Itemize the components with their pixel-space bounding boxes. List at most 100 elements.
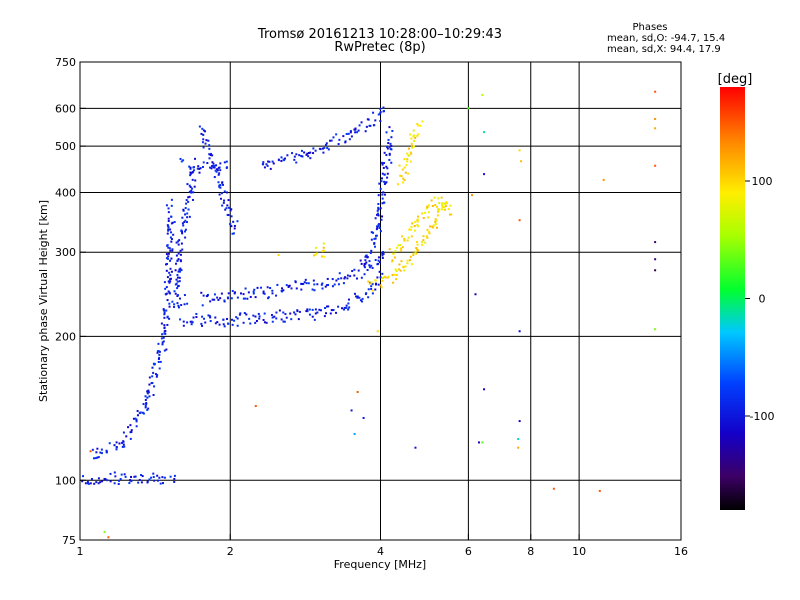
trace-point [86,480,89,483]
trace-point [427,204,430,207]
trace-point [196,167,199,170]
trace-point [377,262,380,265]
trace-point [156,479,159,482]
trace-point [361,300,364,303]
trace-point [134,417,137,420]
chart-title: Tromsø 20161213 10:28:00–10:29:43 [257,27,503,42]
trace-point [215,164,218,167]
trace-point [373,242,376,245]
trace-point [226,296,229,299]
trace-point [338,272,341,275]
isolated-point [517,446,520,449]
trace-point [208,144,211,147]
trace-point [303,151,306,154]
trace-point [252,290,255,293]
trace-point [221,183,224,186]
isolated-point [517,437,520,440]
trace-point [383,201,386,204]
trace-point [388,126,391,129]
trace-point [183,221,186,224]
trace-point [378,261,381,264]
trace-point [171,248,174,251]
trace-point [187,208,190,211]
trace-point [246,297,249,300]
trace-point [408,259,411,262]
trace-point [281,290,284,293]
trace-point [156,351,159,354]
trace-point [345,304,348,307]
trace-point [81,480,84,483]
trace-point [157,350,160,353]
trace-point [163,316,166,319]
trace-point [404,265,407,268]
trace-point [217,181,220,184]
x-tick-label: 4 [377,545,384,558]
trace-point [399,269,402,272]
x-tick-label: 10 [572,545,586,558]
colorbar-tick-label: 0 [759,293,766,306]
trace-point [344,141,347,144]
trace-point [214,169,217,172]
trace-point [337,277,340,280]
trace-point [308,313,311,316]
trace-point [140,481,143,484]
y-tick-label: 600 [55,102,76,115]
trace-point [390,144,393,147]
trace-point [97,477,100,480]
trace-point [255,319,258,322]
trace-point [163,476,166,479]
trace-point [381,215,384,218]
trace-point [374,217,377,220]
trace-point [227,322,230,325]
trace-point [114,475,117,478]
trace-point [215,170,218,173]
trace-point [306,310,309,313]
trace-point [211,298,214,301]
trace-point [321,287,324,290]
trace-point [320,283,323,286]
trace-point [393,256,396,259]
isolated-point [376,330,379,333]
trace-point [406,239,409,242]
trace-point [387,142,390,145]
trace-point [392,281,395,284]
trace-point [421,243,424,246]
trace-point [356,295,359,298]
trace-point [377,283,380,286]
trace-point [432,224,435,227]
trace-point [166,224,169,227]
trace-point [349,131,352,134]
trace-point [201,324,204,327]
trace-point [232,232,235,235]
trace-point [219,169,222,172]
trace-point [327,284,330,287]
trace-point [295,161,298,164]
trace-point [227,199,230,202]
trace-point [379,187,382,190]
trace-point [130,429,133,432]
trace-point [201,315,204,318]
trace-point [383,180,386,183]
trace-point [168,247,171,250]
isolated-point [654,241,657,244]
trace-point [298,154,301,157]
trace-point [381,277,384,280]
trace-point [207,314,210,317]
trace-point [377,214,380,217]
trace-point [337,305,340,308]
trace-point [413,145,416,148]
y-tick-label: 400 [55,186,76,199]
trace-point [273,315,276,318]
trace-point [381,272,384,275]
trace-point [165,253,168,256]
trace-point [170,198,173,201]
trace-point [152,472,155,475]
trace-point [370,238,373,241]
trace-point [408,228,411,231]
trace-point [377,208,380,211]
trace-point [142,403,145,406]
trace-point [169,259,172,262]
trace-point [178,280,181,283]
trace-point [100,448,103,451]
trace-point [430,199,433,202]
